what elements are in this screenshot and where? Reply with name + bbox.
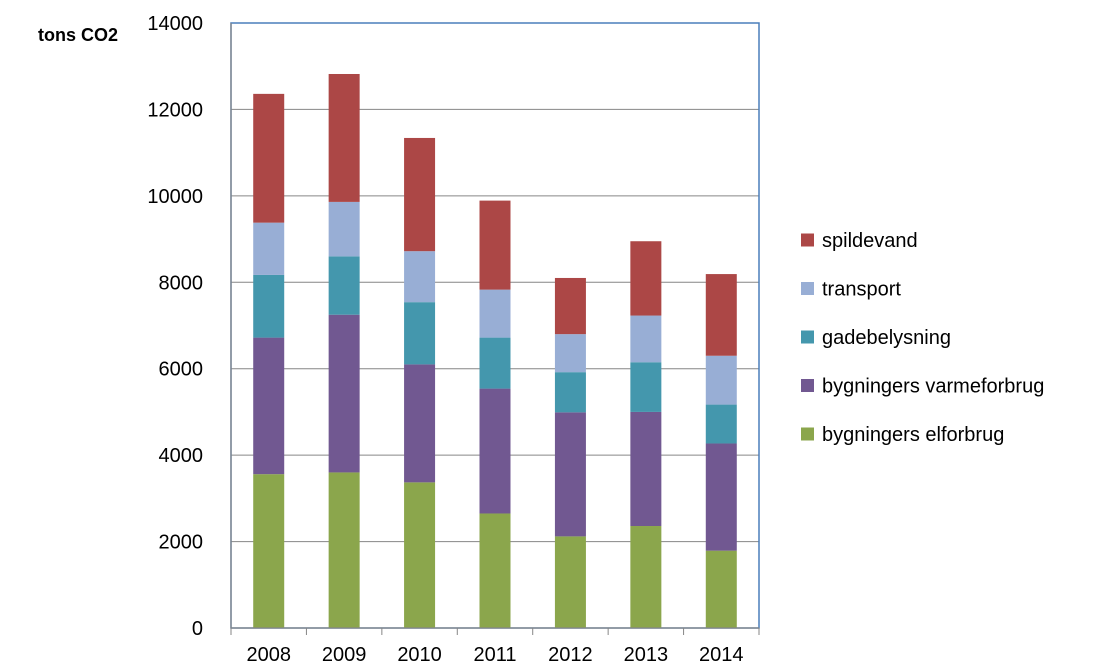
bar-segment — [479, 200, 511, 290]
bar-segment — [630, 411, 662, 527]
x-tick-label: 2008 — [246, 644, 291, 666]
y-tick-label: 10000 — [147, 186, 203, 208]
x-tick-label: 2009 — [322, 644, 367, 666]
bar-segment — [404, 364, 436, 483]
bar-segment — [328, 256, 360, 315]
x-tick-label: 2010 — [397, 644, 442, 666]
legend-swatch — [801, 427, 814, 441]
bar-segment — [630, 315, 662, 363]
x-axis-tick-labels: 2008 2009 2010 2011 2012 2013 2014 — [246, 644, 743, 666]
legend-swatch — [801, 282, 814, 295]
legend-label: gadebelysning — [822, 327, 951, 349]
bar-segment — [705, 274, 737, 356]
y-tick-label: 0 — [192, 618, 203, 640]
bar-segment — [479, 388, 511, 514]
bar-segment — [404, 137, 436, 252]
bar-segment — [479, 513, 511, 628]
legend-swatch — [801, 379, 814, 392]
legend-label: transport — [822, 279, 901, 301]
bar-segment — [630, 241, 662, 316]
bar-segment — [554, 372, 586, 413]
bar-segment — [479, 337, 511, 389]
bar-segment — [328, 472, 360, 628]
y-tick-label: 12000 — [147, 99, 203, 121]
bar-segment — [479, 289, 511, 338]
axes — [230, 23, 760, 635]
x-tick-label: 2011 — [473, 644, 516, 666]
bar-segment — [705, 443, 737, 551]
bar-segment — [253, 93, 285, 223]
bar-segment — [554, 277, 586, 335]
x-tick-label: 2014 — [699, 644, 744, 666]
y-axis-title: tons CO2 — [38, 25, 118, 45]
y-tick-label: 4000 — [159, 445, 204, 467]
bar-segment — [705, 404, 737, 444]
y-tick-label: 8000 — [159, 272, 204, 294]
y-axis-tick-labels: 0 2000 4000 6000 8000 10000 12000 14000 — [147, 13, 203, 640]
bar-segment — [328, 314, 360, 473]
legend-label: bygningers varmeforbrug — [822, 376, 1044, 398]
legend-label: spildevand — [822, 230, 918, 252]
bar-segment — [328, 201, 360, 257]
x-tick-label: 2012 — [548, 644, 593, 666]
bar-segment — [705, 550, 737, 628]
bar-segment — [705, 355, 737, 405]
legend: spildevand transport gadebelysning bygninge… — [801, 230, 1044, 446]
bar-segment — [554, 412, 586, 537]
bar-segment — [404, 302, 436, 365]
x-tick-label: 2013 — [624, 644, 669, 666]
bar-segment — [253, 474, 285, 628]
y-tick-label: 14000 — [147, 13, 203, 35]
bar-segment — [554, 536, 586, 628]
y-tick-label: 6000 — [159, 359, 204, 381]
bar-segment — [630, 526, 662, 628]
bar-segment — [630, 362, 662, 412]
bars — [253, 73, 737, 628]
legend-label: bygningers elforbrug — [822, 424, 1004, 446]
bar-segment — [253, 274, 285, 338]
bar-segment — [253, 222, 285, 275]
bar-segment — [328, 73, 360, 202]
y-tick-label: 2000 — [159, 532, 204, 554]
legend-swatch — [801, 330, 814, 344]
bar-segment — [253, 337, 285, 475]
bar-segment — [554, 334, 586, 373]
legend-swatch — [801, 233, 814, 247]
bar-segment — [404, 482, 436, 628]
bar-segment — [404, 251, 436, 303]
